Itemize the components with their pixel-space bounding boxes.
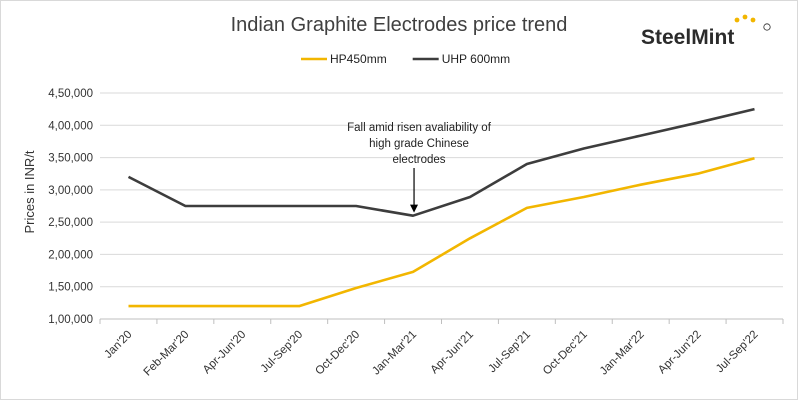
x-tick-label: Feb-Mar'20 [142, 329, 192, 379]
logo-dot [742, 14, 748, 20]
registered-mark [763, 23, 771, 31]
y-tick-label: 4,00,000 [48, 120, 93, 132]
series-lines [127, 107, 755, 308]
legend-label: HP450mm [330, 52, 387, 66]
y-tick-label: 3,00,000 [48, 185, 93, 197]
y-tick-label: 3,50,000 [48, 153, 93, 165]
gridlines [100, 92, 783, 288]
logo-accent-dots [734, 14, 771, 31]
x-tick-label: Apr-Jun'20 [201, 329, 249, 377]
annotation-arrow-head [410, 204, 419, 213]
x-tick-label: Jul-Sep'20 [259, 329, 306, 376]
y-tick-label: 2,00,000 [48, 249, 93, 261]
x-tick-label: Oct-Dec'20 [313, 329, 362, 378]
x-tick-label: Apr-Jun'21 [429, 329, 477, 377]
x-tick-label: Jan-Mar'22 [598, 329, 647, 378]
x-axis: Jan'20 Feb-Mar'20 Apr-Jun'20 Jul-Sep'20 Oct-… [99, 318, 784, 379]
y-axis-label: Prices in INR/t [22, 150, 37, 233]
x-tick-label: Jul-Sep'22 [714, 329, 761, 376]
x-tick-label: Jan'20 [102, 329, 134, 361]
x-tick-label: Jan-Mar'21 [370, 329, 419, 378]
annotation-text: Fall amid risen avaliability of [347, 122, 492, 134]
x-tick-label: Jul-Sep'21 [486, 329, 533, 376]
annotation-text: high grade Chinese [369, 138, 469, 150]
legend: HP450mm UHP 600mm [301, 52, 510, 66]
x-tick-label: Oct-Dec'21 [541, 329, 590, 378]
series-line-uhp-600mm [127, 107, 755, 217]
logo-dot [750, 17, 756, 23]
y-tick-label: 1,50,000 [48, 282, 93, 294]
logo-dot [734, 17, 740, 23]
steelmint-logo: SteelMint [641, 14, 771, 49]
x-tick-label: Apr-Jun'22 [656, 329, 704, 377]
y-tick-label: 2,50,000 [48, 217, 93, 229]
annotation-text: electrodes [392, 154, 445, 166]
chart-title: Indian Graphite Electrodes price trend [231, 14, 568, 36]
legend-label: UHP 600mm [442, 52, 510, 66]
series-line-hp450mm [128, 156, 755, 308]
logo-text: SteelMint [641, 26, 734, 49]
y-tick-label: 4,50,000 [48, 88, 93, 100]
y-tick-label: 1,00,000 [48, 314, 93, 326]
annotation: Fall amid risen avaliability of high grad… [347, 122, 492, 213]
y-axis-ticks: 1,00,000 1,50,000 2,00,000 2,50,000 3,00,000… [48, 88, 93, 326]
